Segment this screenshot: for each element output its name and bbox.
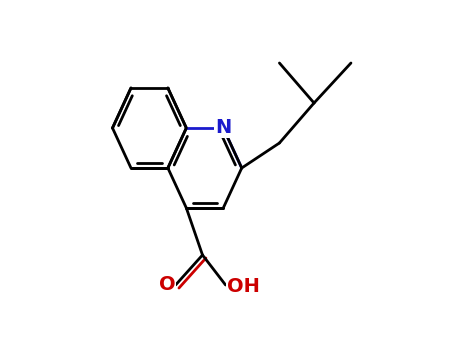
Text: O: O — [158, 275, 175, 294]
Text: N: N — [215, 119, 232, 138]
Text: OH: OH — [228, 277, 260, 296]
